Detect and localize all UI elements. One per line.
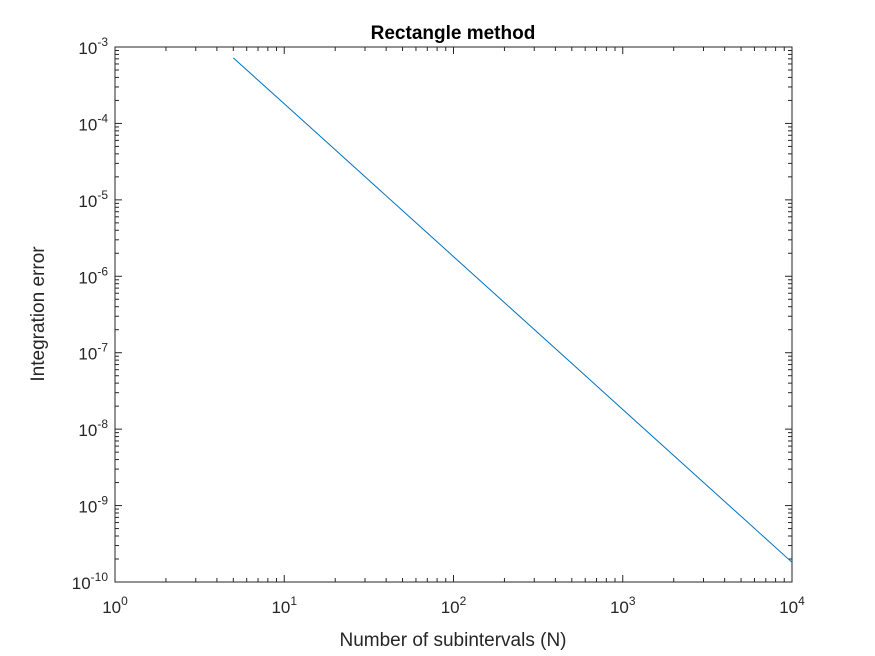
x-tick-label: 101 <box>271 594 297 617</box>
x-tick-label: 104 <box>779 594 805 617</box>
y-tick-label: 10-7 <box>78 341 108 364</box>
y-tick-label: 10-6 <box>78 264 108 287</box>
x-tick-label: 103 <box>610 594 636 617</box>
plot-area <box>114 46 793 583</box>
series-line <box>232 57 793 563</box>
major-ticks <box>114 46 793 583</box>
x-tick-label: 100 <box>102 594 128 617</box>
x-tick-labels: 100 101 102 103 104 <box>102 594 805 617</box>
x-tick-label: 102 <box>441 594 467 617</box>
y-tick-label: 10-4 <box>78 111 108 134</box>
y-tick-labels: 10-10 10-9 10-8 10-7 10-6 10-5 10-4 10-3 <box>72 35 109 593</box>
series-layer <box>232 57 793 563</box>
y-tick-label: 10-8 <box>78 417 108 440</box>
minor-ticks <box>115 47 792 582</box>
y-tick-label: 10-9 <box>78 494 108 517</box>
y-tick-label: 10-5 <box>78 188 108 211</box>
y-tick-label: 10-10 <box>72 570 109 593</box>
chart-title: Rectangle method <box>371 23 536 44</box>
y-tick-label: 10-3 <box>78 35 108 58</box>
x-axis-label: Number of subintervals (N) <box>339 630 566 651</box>
y-axis-label: Integration error <box>28 246 49 382</box>
